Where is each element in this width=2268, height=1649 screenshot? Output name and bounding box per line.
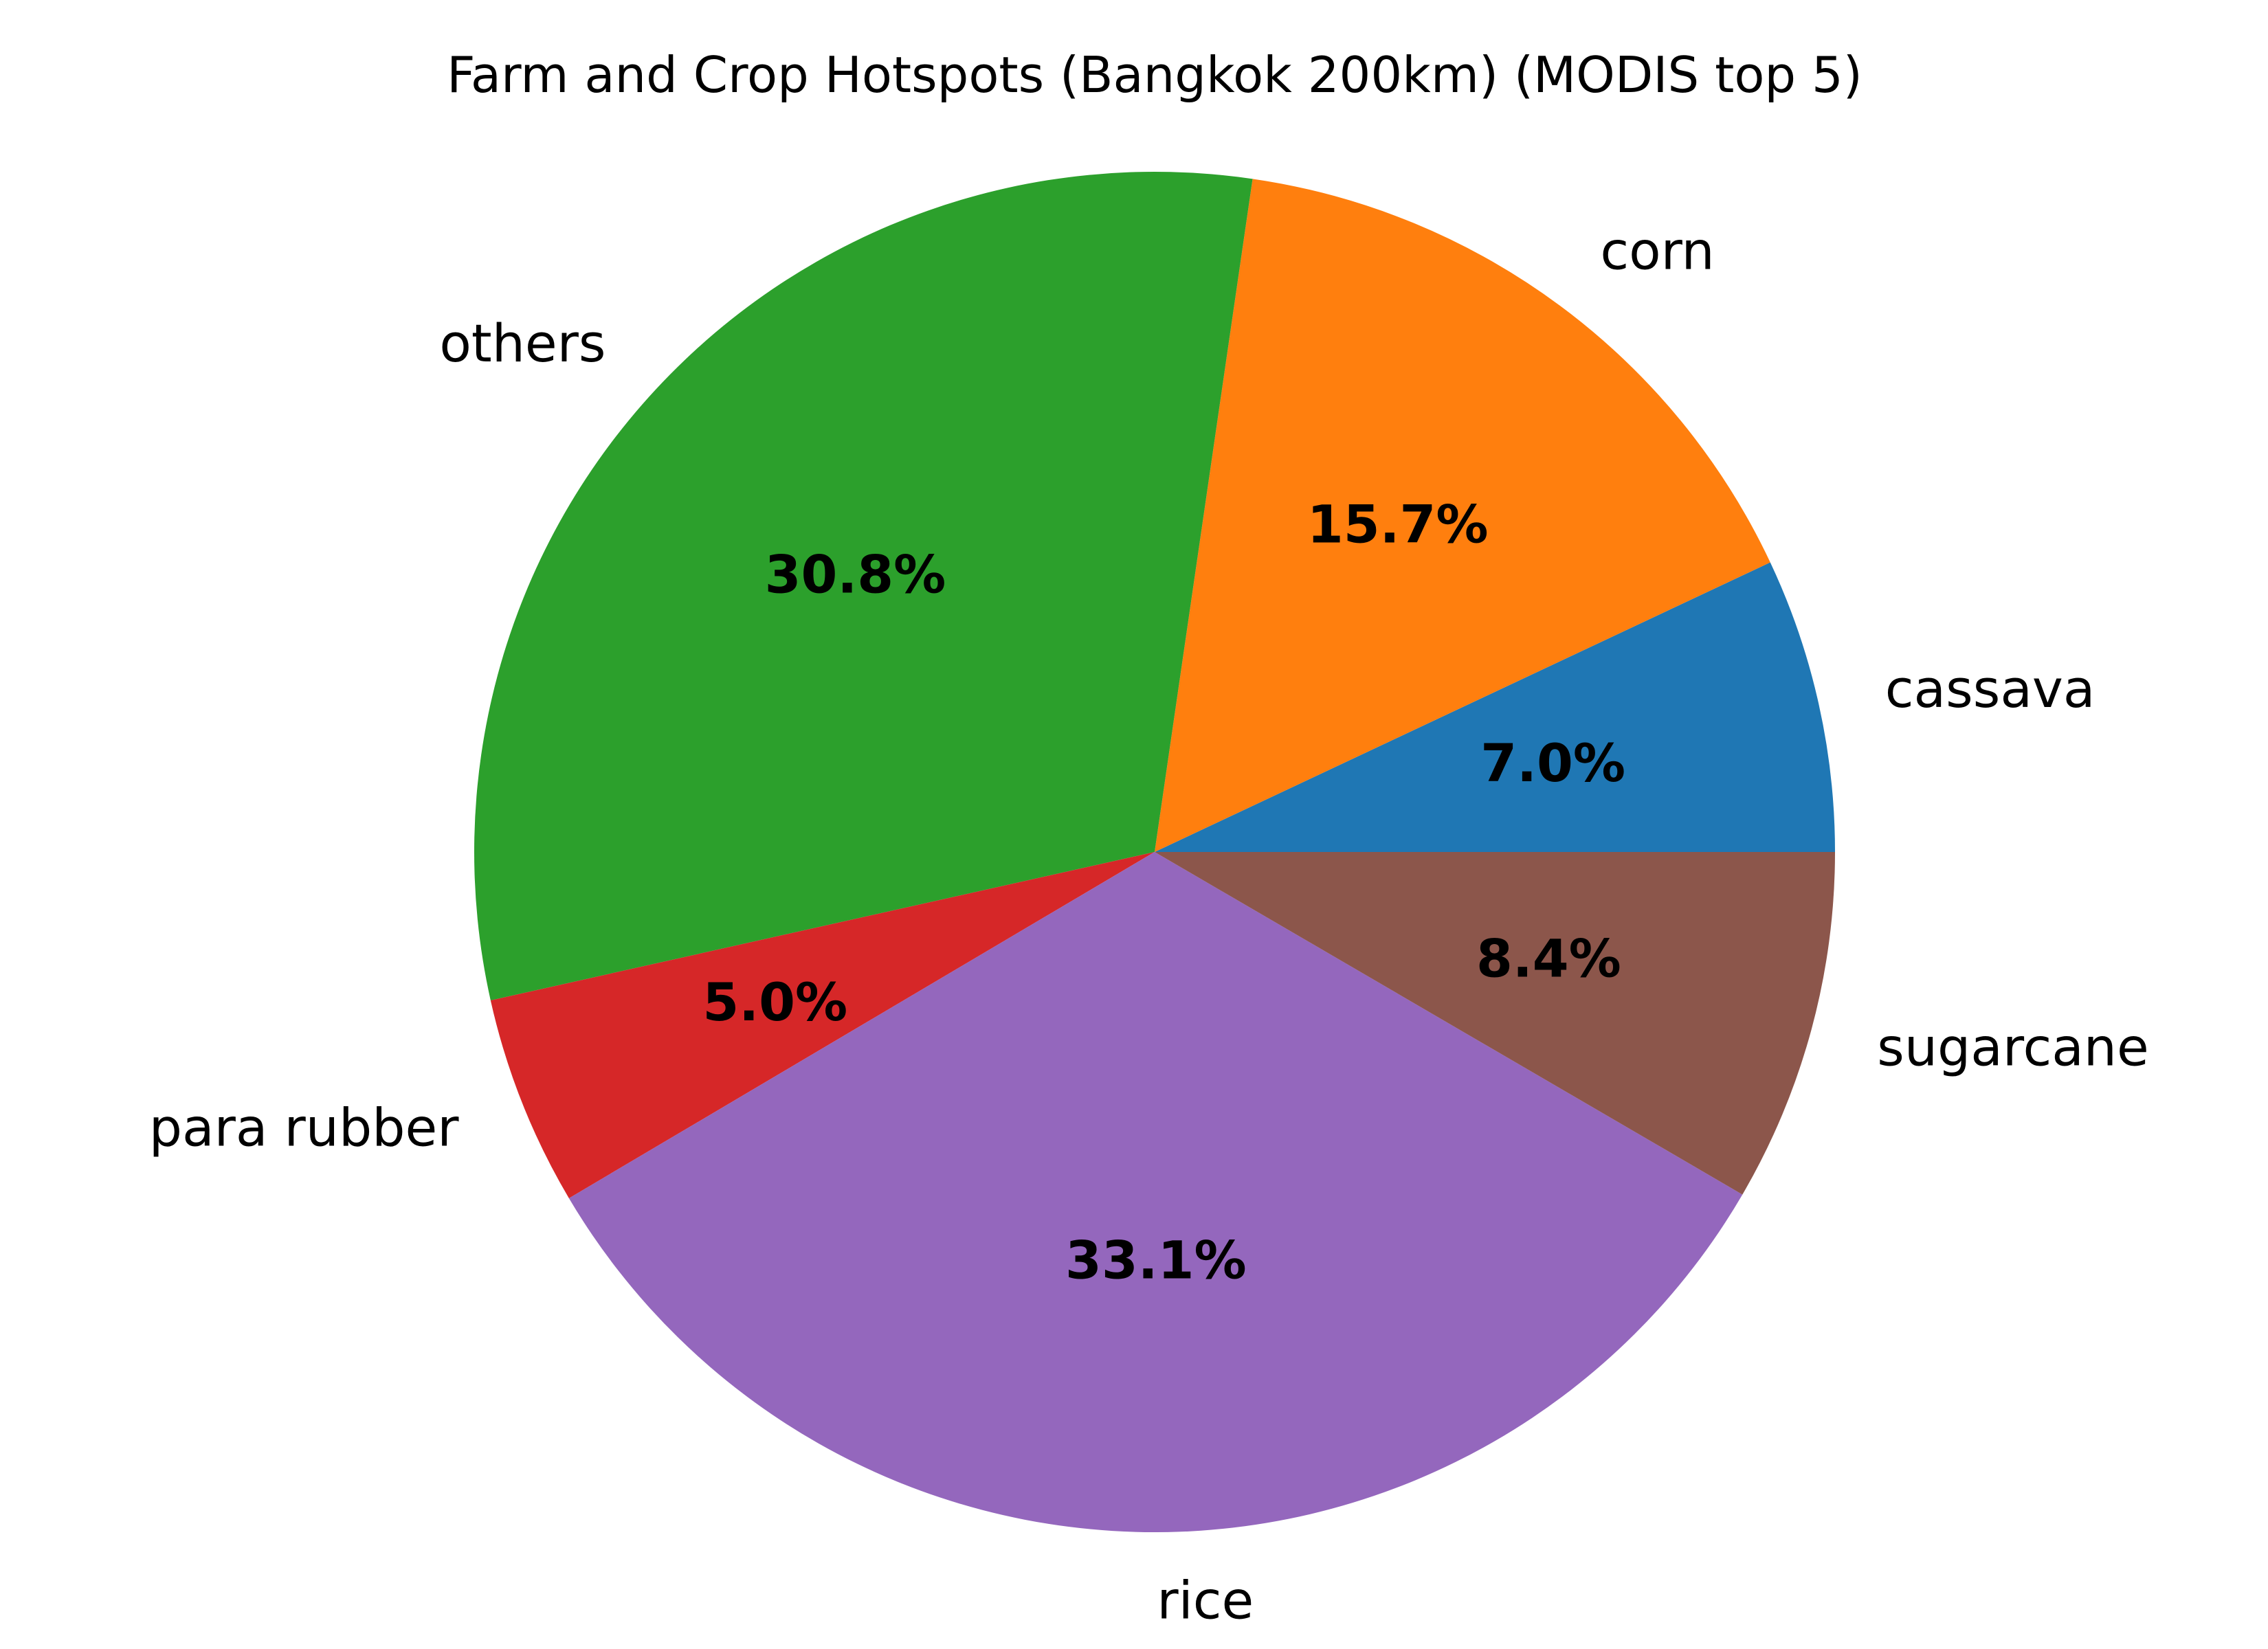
pct-label-corn: 15.7% <box>1307 493 1489 554</box>
pct-label-rice: 33.1% <box>1065 1230 1247 1291</box>
slice-label-corn: corn <box>1600 221 1714 282</box>
pct-label-cassava: 7.0% <box>1480 732 1625 794</box>
slice-label-cassava: cassava <box>1885 658 2095 719</box>
pie-slice-para-rubber <box>490 852 1155 1198</box>
slice-label-others: others <box>439 313 605 374</box>
pct-label-sugarcane: 8.4% <box>1476 928 1621 989</box>
pie-slice-sugarcane <box>1155 852 1835 1195</box>
slice-label-rice: rice <box>1157 1569 1254 1630</box>
pie-labels: cassava 7.0% corn 15.7% others 30.8% para rubb… <box>149 221 2149 1631</box>
pie-slice-others <box>474 172 1253 1000</box>
pie-slice-rice <box>568 852 1743 1532</box>
chart-title: Farm and Crop Hotspots (Bangkok 200km) (… <box>447 46 1863 104</box>
pct-label-others: 30.8% <box>765 544 946 605</box>
pie-slice-corn <box>1155 179 1770 852</box>
pie-slices <box>474 172 1835 1532</box>
pie-slice-cassava <box>1155 562 1835 852</box>
pct-label-para-rubber: 5.0% <box>702 972 847 1033</box>
slice-label-sugarcane: sugarcane <box>1877 1017 2148 1078</box>
slice-label-para-rubber: para rubber <box>149 1097 459 1158</box>
